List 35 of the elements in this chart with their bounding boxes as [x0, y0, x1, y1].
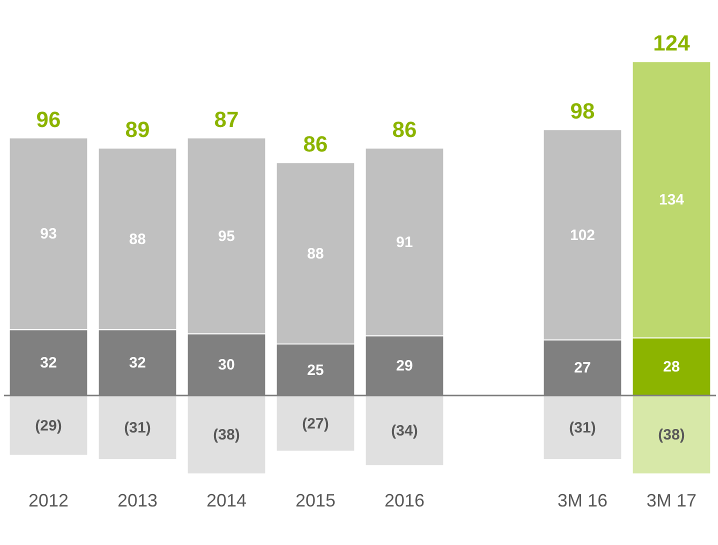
data-label: 29: [396, 358, 413, 375]
x-tick-label: 2016: [384, 490, 425, 510]
data-label: 134: [658, 192, 685, 209]
total-label: 124: [653, 30, 691, 56]
x-tick-label: 2015: [295, 490, 336, 510]
data-label: 93: [40, 226, 57, 243]
x-tick-label: 3M 17: [646, 490, 697, 510]
data-label: (31): [124, 419, 151, 436]
data-label: (38): [213, 426, 240, 444]
data-label: 95: [218, 228, 235, 245]
data-label: 32: [40, 354, 57, 372]
total-label: 86: [392, 117, 417, 142]
total-label: 89: [125, 117, 150, 142]
data-label: 30: [218, 356, 235, 374]
data-label: 32: [129, 354, 146, 372]
x-tick-label: 2013: [117, 490, 158, 510]
data-label: (31): [569, 419, 596, 436]
data-label: (34): [391, 422, 418, 440]
data-label: 27: [574, 360, 591, 377]
x-tick-label: 3M 16: [557, 490, 608, 510]
x-tick-label: 2014: [206, 490, 247, 510]
data-label: 88: [129, 230, 146, 248]
data-label: (29): [35, 417, 62, 434]
data-label: 88: [307, 245, 324, 262]
x-tick-label: 2012: [28, 490, 69, 510]
data-label: 102: [570, 226, 596, 244]
data-label: 25: [307, 362, 324, 379]
data-label: 91: [396, 234, 413, 251]
data-label: (27): [302, 415, 329, 432]
total-label: 98: [570, 98, 595, 124]
total-label: 87: [214, 106, 239, 132]
total-label: 96: [36, 106, 61, 132]
data-label: (38): [658, 426, 685, 444]
data-label: 28: [663, 358, 680, 376]
total-label: 86: [303, 132, 328, 157]
